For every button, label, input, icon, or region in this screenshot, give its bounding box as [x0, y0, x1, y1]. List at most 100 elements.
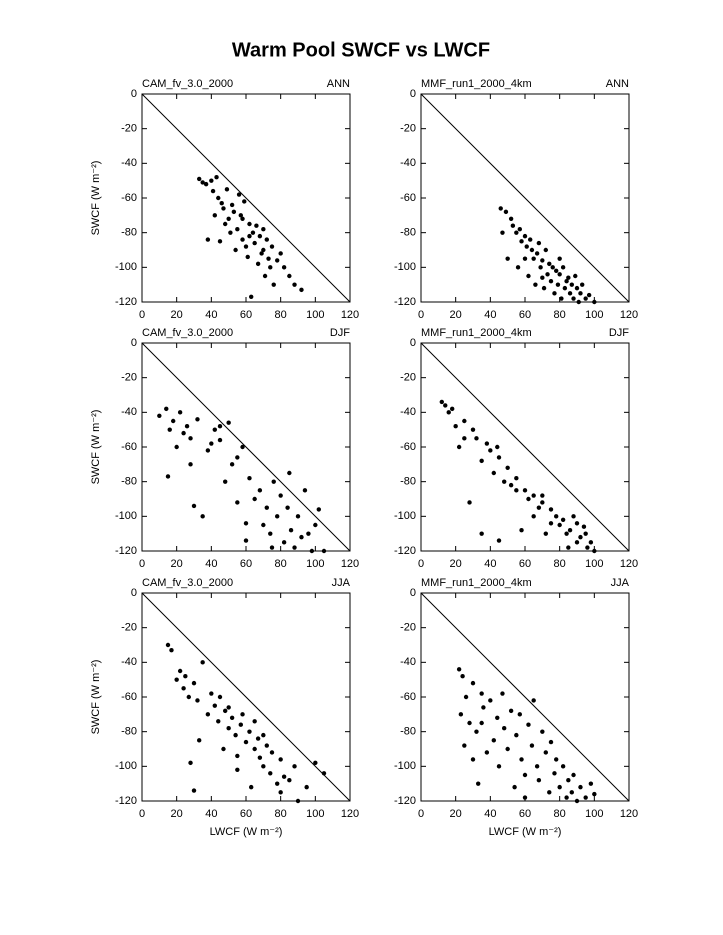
- panel-title: MMF_run1_2000_4km: [421, 327, 532, 339]
- point: [567, 528, 573, 533]
- y-tick-label: -100: [115, 261, 137, 273]
- point: [446, 410, 451, 415]
- point: [292, 764, 297, 769]
- point: [278, 251, 283, 256]
- point: [287, 778, 292, 783]
- point: [285, 505, 290, 510]
- point: [522, 233, 528, 239]
- point: [554, 757, 559, 762]
- x-tick-label: 0: [139, 558, 145, 570]
- x-tick-label: 80: [275, 309, 287, 321]
- point: [309, 548, 315, 554]
- point: [479, 720, 484, 726]
- point: [531, 514, 536, 519]
- point: [500, 230, 505, 235]
- point: [252, 746, 257, 752]
- point: [500, 691, 505, 696]
- x-tick-label: 0: [418, 309, 424, 321]
- point: [592, 791, 597, 797]
- point: [503, 209, 509, 215]
- one-to-one-line: [141, 93, 351, 303]
- x-tick-label: 20: [171, 558, 183, 570]
- point: [470, 680, 476, 686]
- x-tick-label: 0: [139, 309, 145, 321]
- point: [278, 757, 283, 762]
- point: [221, 746, 226, 752]
- point: [467, 500, 472, 505]
- point: [217, 437, 223, 443]
- point: [491, 738, 496, 743]
- point: [235, 227, 240, 232]
- point: [571, 514, 576, 519]
- point: [458, 712, 464, 717]
- point: [171, 418, 176, 424]
- panel-title: CAM_fv_3.0_2000: [142, 577, 233, 589]
- y-tick-label: -20: [121, 622, 137, 634]
- point: [304, 784, 309, 790]
- point: [216, 719, 221, 724]
- point: [479, 691, 484, 696]
- point: [508, 216, 514, 221]
- y-tick-label: -80: [121, 476, 137, 488]
- point: [264, 505, 269, 510]
- point: [219, 201, 224, 206]
- point: [262, 273, 268, 279]
- point: [484, 441, 490, 446]
- point: [275, 514, 280, 519]
- point: [243, 538, 249, 543]
- point: [566, 778, 571, 783]
- point: [257, 755, 263, 760]
- point: [278, 493, 283, 498]
- point: [240, 216, 245, 221]
- point: [223, 708, 228, 714]
- y-tick-label: -20: [400, 372, 416, 384]
- x-tick-label: 80: [554, 309, 566, 321]
- point: [197, 176, 202, 182]
- x-tick-label: 40: [205, 808, 217, 820]
- y-tick-label: 0: [410, 587, 416, 599]
- point: [574, 285, 580, 291]
- y-tick-label: -60: [121, 192, 137, 204]
- point: [585, 545, 590, 550]
- point: [505, 256, 510, 261]
- point: [203, 181, 209, 187]
- point: [236, 192, 242, 197]
- x-tick-label: 20: [450, 309, 462, 321]
- y-tick-label: -20: [400, 622, 416, 634]
- point: [217, 694, 223, 700]
- point: [588, 781, 594, 786]
- point: [233, 732, 238, 738]
- point: [210, 188, 216, 194]
- x-tick-label: 60: [240, 558, 252, 570]
- point: [226, 705, 231, 710]
- point: [488, 448, 493, 453]
- point: [462, 743, 467, 748]
- point: [453, 424, 458, 429]
- point: [269, 750, 275, 755]
- point: [306, 531, 311, 536]
- point: [531, 698, 536, 703]
- season-label: DJF: [330, 327, 350, 339]
- point: [264, 743, 269, 748]
- point: [233, 247, 238, 253]
- x-tick-label: 100: [306, 558, 324, 570]
- point: [167, 427, 172, 432]
- point: [505, 746, 510, 752]
- point: [261, 247, 266, 253]
- point: [495, 444, 500, 450]
- y-axis-label: SWCF (W m⁻²): [90, 660, 102, 735]
- point: [543, 247, 548, 253]
- point: [522, 488, 528, 493]
- point: [540, 500, 545, 505]
- point: [474, 436, 479, 441]
- x-tick-label: 100: [585, 558, 603, 570]
- point: [479, 458, 484, 464]
- point: [287, 470, 292, 476]
- point: [562, 285, 568, 291]
- point: [240, 444, 245, 450]
- point: [505, 465, 510, 470]
- point: [439, 399, 444, 405]
- point: [476, 781, 481, 786]
- point: [522, 256, 528, 261]
- point: [484, 750, 490, 755]
